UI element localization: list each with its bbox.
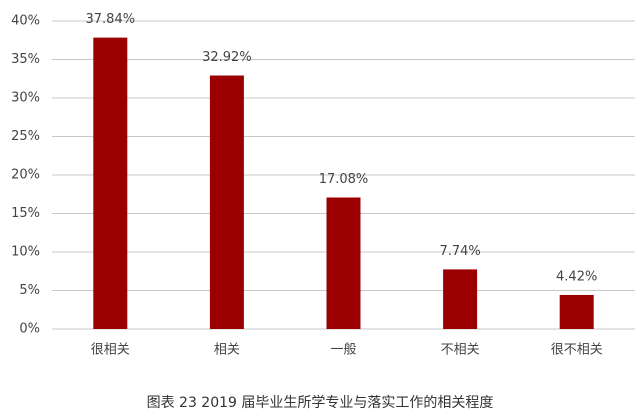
value-label: 37.84% — [86, 12, 136, 27]
x-tick-label: 相关 — [214, 343, 240, 358]
value-label: 17.08% — [319, 172, 369, 187]
y-tick-label: 25% — [11, 129, 40, 144]
bar — [326, 197, 361, 329]
y-tick-label: 35% — [11, 52, 40, 67]
y-tick-label: 5% — [19, 283, 40, 298]
bar — [209, 75, 244, 330]
x-tick-label: 不相关 — [441, 343, 480, 358]
y-tick-label: 20% — [11, 168, 40, 183]
x-tick-label: 一般 — [330, 342, 356, 358]
value-label: 7.74% — [439, 244, 480, 259]
bar — [559, 294, 594, 329]
bar — [93, 37, 128, 330]
y-tick-label: 15% — [11, 206, 40, 221]
value-label: 32.92% — [202, 50, 252, 65]
value-label: 4.42% — [556, 269, 597, 284]
y-tick-label: 40% — [11, 14, 40, 29]
x-tick-label: 很相关 — [91, 343, 130, 358]
y-tick-label: 0% — [19, 322, 40, 337]
bar — [443, 269, 478, 329]
chart-title: 图表 23 2019 届毕业生所学专业与落实工作的相关程度 — [147, 395, 494, 411]
y-tick-label: 10% — [11, 245, 40, 260]
x-tick-label: 很不相关 — [551, 343, 603, 358]
y-tick-label: 30% — [11, 91, 40, 106]
